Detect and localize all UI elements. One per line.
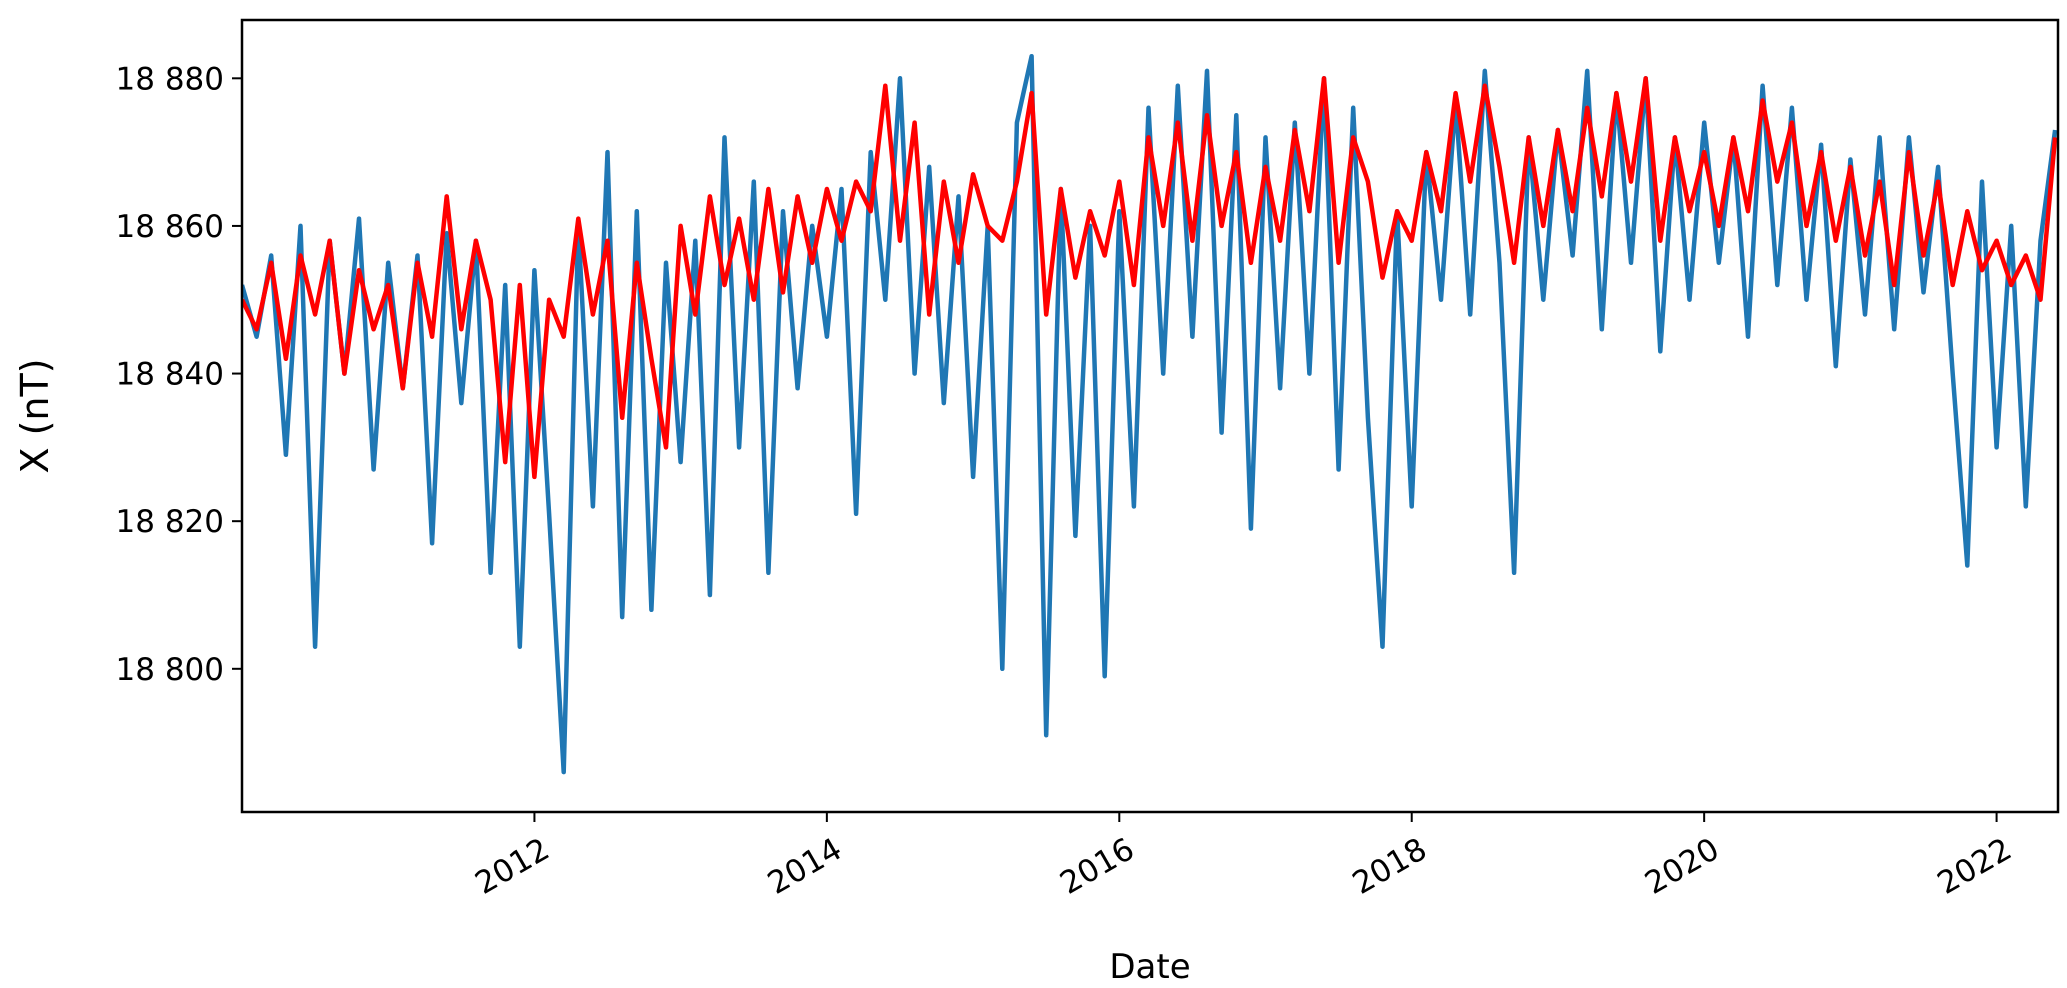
series-line-0 [242,53,2058,775]
x-tick-label: 2016 [1054,831,1140,902]
y-tick-label: 18 860 [116,209,224,245]
plot-frame [240,18,2060,814]
x-axis-label: Date [1109,947,1190,987]
x-tick-label: 2020 [1639,831,1725,902]
series-layer [242,53,2058,775]
x-tick-label: 2012 [469,831,555,902]
x-tick-label: 2022 [1931,831,2017,902]
x-tick-label: 2018 [1347,831,1433,902]
y-tick-label: 18 840 [116,357,224,393]
y-axis: 18 800 18 820 18 840 18 860 18 880 [116,61,242,688]
x-tick-label: 2014 [762,831,848,902]
y-axis-label: X (nT) [13,358,57,473]
series-line-1 [242,76,2058,480]
y-tick-label: 18 820 [116,504,224,540]
y-tick-label: 18 880 [116,61,224,97]
x-axis: 2012 2014 2016 2018 2020 2022 [469,812,2018,902]
y-tick-label: 18 800 [116,652,224,688]
